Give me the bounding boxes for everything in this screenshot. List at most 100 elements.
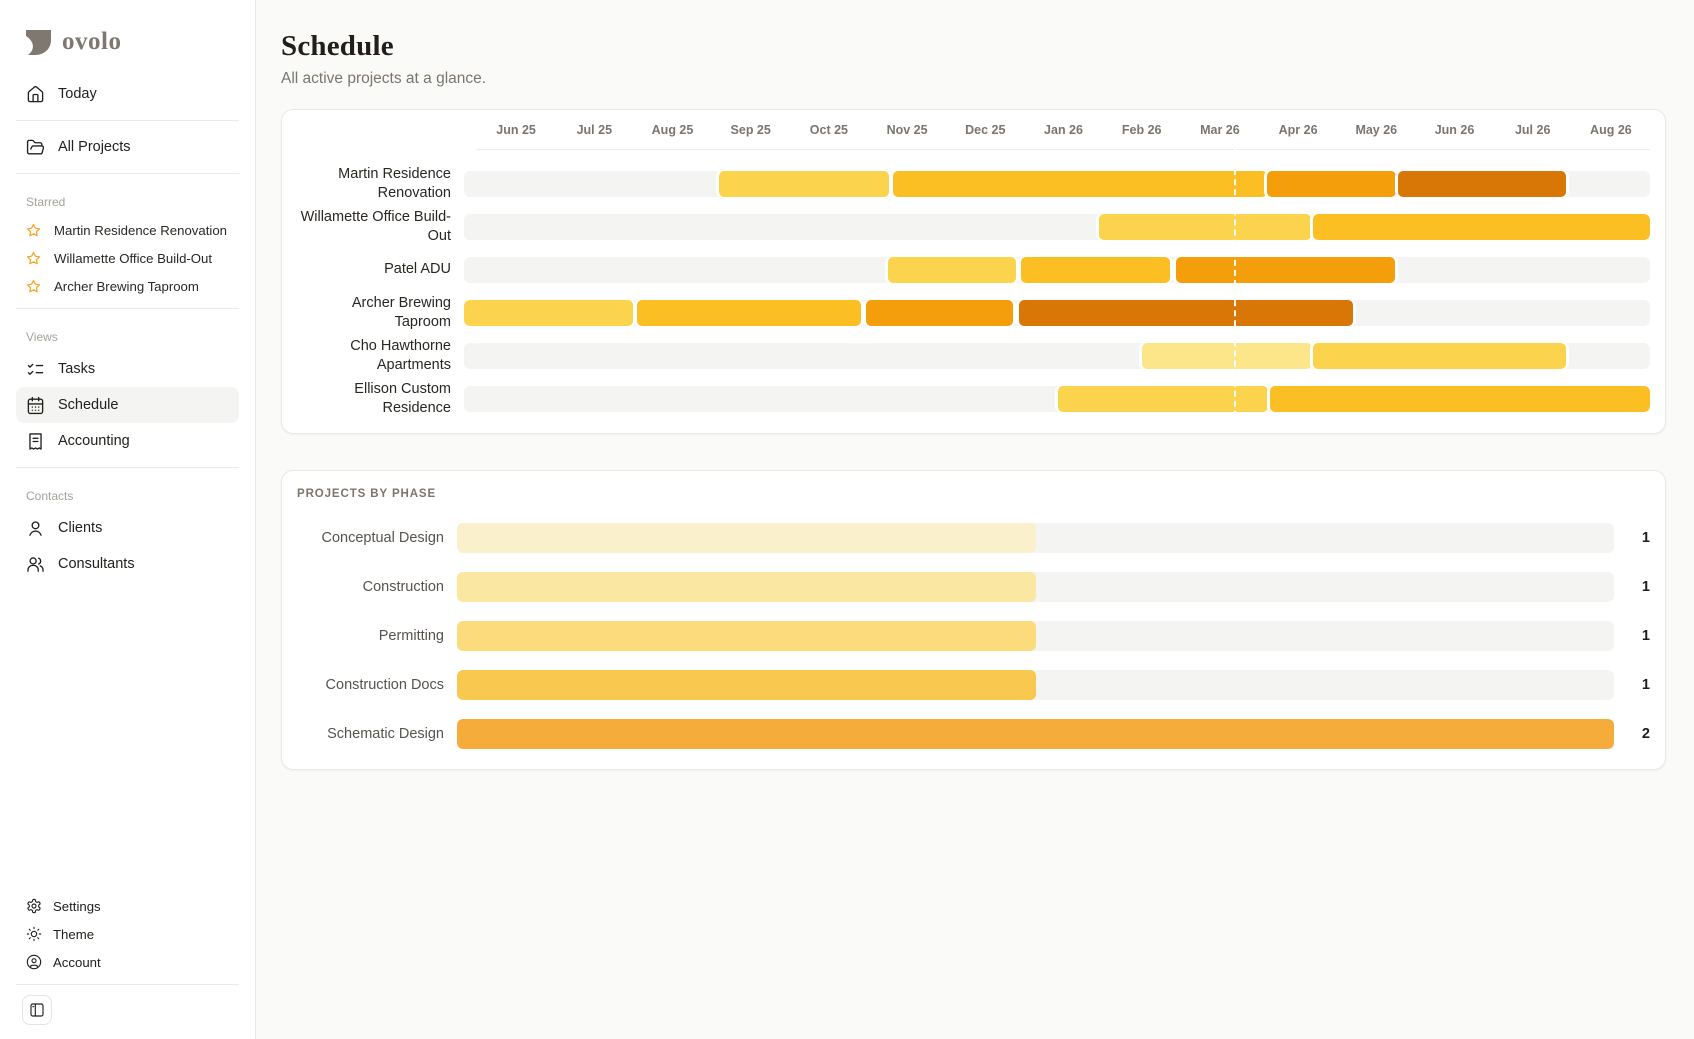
sidebar-item-starred-archer[interactable]: Archer Brewing Taproom: [16, 272, 239, 300]
month-label: Mar 26: [1200, 122, 1240, 137]
phase-row: Conceptual Design 1: [297, 513, 1650, 562]
gantt-bar-segment[interactable]: [865, 299, 1013, 326]
sidebar-item-starred-willamette[interactable]: Willamette Office Build-Out: [16, 244, 239, 272]
sidebar: ovolo Today All Projects Starred Martin …: [0, 0, 256, 1039]
gantt-track: [464, 170, 1650, 197]
user-circle-icon: [26, 954, 42, 970]
sidebar-divider: [16, 984, 239, 985]
home-icon: [27, 85, 44, 102]
gantt-track: [464, 385, 1650, 412]
sidebar-divider: [16, 467, 239, 468]
gantt-track: [464, 342, 1650, 369]
phase-count: 1: [1641, 529, 1650, 546]
month-label: Dec 25: [965, 122, 1006, 137]
phase-row: Permitting 1: [297, 611, 1650, 660]
gantt-bar-segment[interactable]: [1098, 213, 1311, 240]
month-label: Aug 26: [1590, 122, 1632, 137]
folder-open-icon: [26, 139, 45, 155]
gantt-row: Ellison Custom Residence: [297, 377, 1650, 420]
brand-name: ovolo: [62, 28, 122, 55]
gantt-bar-segment[interactable]: [1397, 170, 1567, 197]
month-label: Jun 25: [496, 122, 536, 137]
sidebar-item-label: Willamette Office Build-Out: [54, 250, 213, 266]
sidebar-item-settings[interactable]: Settings: [16, 892, 239, 920]
sidebar-item-label: Consultants: [58, 556, 135, 572]
phase-bar-track: [457, 669, 1614, 700]
calendar-icon: [27, 396, 44, 414]
gantt-bar-segment[interactable]: [1267, 170, 1397, 197]
gantt-bar-segment[interactable]: [464, 299, 634, 326]
gantt-bar-segment[interactable]: [719, 170, 889, 197]
phase-rows: Conceptual Design 1 Construction 1 Permittin…: [297, 513, 1650, 758]
phase-bar: [457, 669, 1036, 700]
month-label: Apr 26: [1278, 122, 1318, 137]
phase-label: Schematic Design: [327, 725, 444, 742]
month-label: Oct 25: [809, 122, 848, 137]
phase-label: Construction: [362, 578, 444, 595]
sidebar-item-account[interactable]: Account: [16, 948, 239, 976]
page-subtitle: All active projects at a glance.: [281, 70, 487, 87]
month-label: Feb 26: [1121, 122, 1162, 137]
sidebar-item-today[interactable]: Today: [16, 76, 239, 112]
sidebar-item-consultants[interactable]: Consultants: [16, 546, 239, 582]
gantt-track: [464, 299, 1650, 326]
gantt-bar-segment[interactable]: [637, 299, 861, 326]
sidebar-item-starred-martin[interactable]: Martin Residence Renovation: [16, 216, 239, 244]
sidebar-divider: [16, 308, 239, 309]
phase-bar: [457, 718, 1614, 749]
schedule-gantt-card: Jun 25 Jul 25 Aug 25 Sep 25 Oct 25 Nov 25 Dec …: [281, 109, 1666, 434]
gantt-row: Archer Brewing Taproom: [297, 291, 1650, 334]
gantt-bar-segment[interactable]: [1269, 385, 1650, 412]
sidebar-item-clients[interactable]: Clients: [16, 510, 239, 546]
phase-row: Construction Docs 1: [297, 660, 1650, 709]
gantt-bar-segment[interactable]: [1313, 213, 1650, 240]
main-content: Schedule All active projects at a glance…: [256, 0, 1694, 1039]
star-icon: [26, 279, 41, 292]
gantt-bar-segment[interactable]: [1313, 342, 1567, 369]
ovolo-logo-icon: [26, 30, 51, 55]
phase-bar-track: [457, 620, 1614, 651]
brand-logo: ovolo: [24, 28, 239, 56]
gantt-bar-segment[interactable]: [1019, 299, 1354, 326]
gantt-bar-segment[interactable]: [1057, 385, 1269, 412]
gantt-month-axis: Jun 25 Jul 25 Aug 25 Sep 25 Oct 25 Nov 25 Dec …: [477, 110, 1650, 150]
sidebar-item-label: Schedule: [58, 397, 119, 413]
month-label: Jul 25: [576, 122, 613, 137]
phase-count: 1: [1641, 676, 1650, 693]
sidebar-item-tasks[interactable]: Tasks: [16, 351, 239, 387]
sidebar-toggle-button[interactable]: [22, 995, 52, 1025]
month-label: Jul 26: [1514, 122, 1551, 137]
sidebar-item-theme[interactable]: Theme: [16, 920, 239, 948]
sidebar-item-label: All Projects: [58, 139, 131, 155]
phase-row: Schematic Design 2: [297, 709, 1650, 758]
sidebar-item-all-projects[interactable]: All Projects: [16, 129, 239, 165]
phase-bar-track: [457, 522, 1614, 553]
gantt-row: Cho Hawthorne Apartments: [297, 334, 1650, 377]
sidebar-item-schedule[interactable]: Schedule: [16, 387, 239, 423]
gantt-bar-segment[interactable]: [1176, 256, 1396, 283]
gantt-bar-segment[interactable]: [893, 170, 1267, 197]
receipt-icon: [29, 432, 42, 450]
sidebar-item-label: Theme: [53, 926, 95, 942]
month-label: Jan 26: [1044, 122, 1083, 137]
gantt-track: [464, 256, 1650, 283]
gantt-project-label: Patel ADU: [384, 261, 451, 278]
gantt-project-label: Cho Hawthorne Apartments: [350, 338, 451, 373]
star-icon: [26, 223, 41, 236]
phase-bar: [457, 620, 1036, 651]
phase-label: Conceptual Design: [321, 529, 444, 546]
phase-count: 2: [1641, 725, 1650, 742]
sidebar-footer: Settings Theme Account: [16, 892, 239, 1039]
tasks-checklist-icon: [27, 363, 44, 375]
user-icon: [29, 520, 42, 536]
sidebar-item-label: Martin Residence Renovation: [54, 222, 227, 238]
sidebar-item-accounting[interactable]: Accounting: [16, 423, 239, 459]
gantt-bar-segment[interactable]: [887, 256, 1016, 283]
sidebar-item-label: Account: [53, 954, 101, 970]
gantt-bar-segment[interactable]: [1020, 256, 1171, 283]
sidebar-item-label: Accounting: [58, 433, 130, 449]
gantt-bar-segment[interactable]: [1141, 342, 1313, 369]
sun-icon: [26, 926, 42, 942]
section-label-views: Views: [26, 330, 58, 344]
